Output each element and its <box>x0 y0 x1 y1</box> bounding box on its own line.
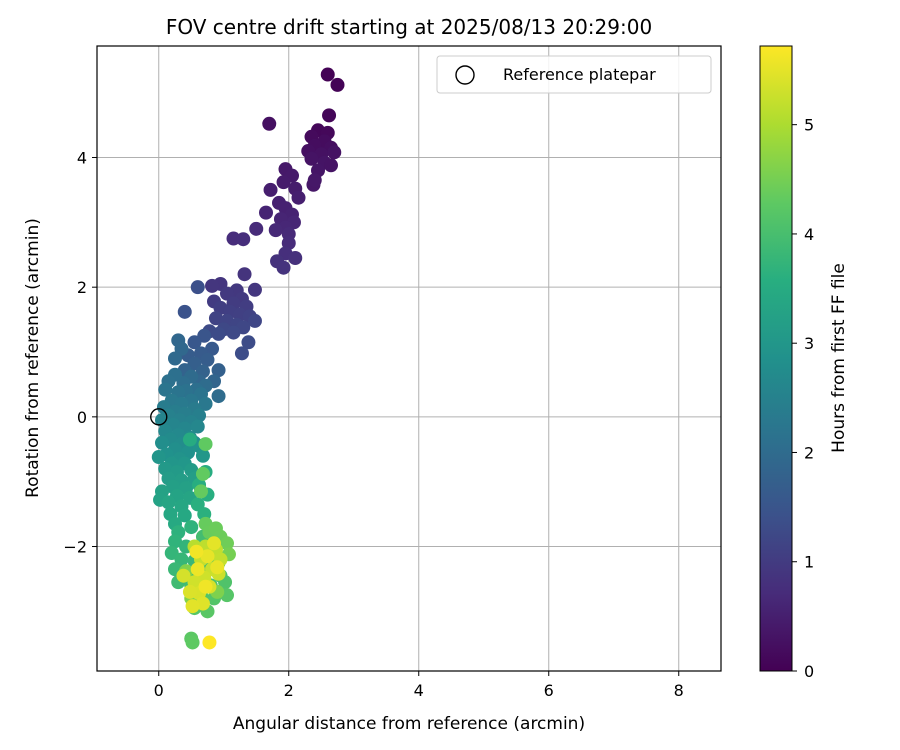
data-point <box>182 584 197 599</box>
data-point <box>205 341 220 356</box>
legend-box <box>436 55 712 94</box>
colorbar-ticks: 0 1 2 3 4 5 <box>792 116 814 681</box>
data-point <box>322 108 337 123</box>
data-point <box>237 267 252 282</box>
x-tick-label: 2 <box>284 681 294 700</box>
y-tick-label: −2 <box>63 538 87 557</box>
data-point <box>226 325 241 340</box>
data-point <box>198 396 213 411</box>
colorbar-tick-label: 1 <box>804 553 814 572</box>
x-axis-ticks: 0 2 4 6 8 <box>154 671 684 700</box>
data-point <box>158 382 173 397</box>
data-point <box>234 346 249 361</box>
data-point <box>151 450 166 465</box>
colorbar-gradient <box>760 46 792 671</box>
data-point <box>247 282 262 297</box>
data-point <box>263 182 278 197</box>
data-point <box>187 335 202 350</box>
data-point <box>182 432 197 447</box>
y-tick-label: 2 <box>77 278 87 297</box>
data-point <box>259 205 273 220</box>
data-point <box>185 635 200 650</box>
y-tick-label: 0 <box>77 408 87 427</box>
data-point <box>241 335 256 350</box>
data-point <box>194 484 208 499</box>
data-point <box>205 278 220 293</box>
colorbar-tick-label: 0 <box>804 662 814 681</box>
data-point <box>276 175 291 190</box>
data-point <box>208 311 223 326</box>
data-point <box>185 599 200 614</box>
data-point <box>330 77 345 92</box>
data-point <box>190 280 205 295</box>
data-point <box>190 419 205 434</box>
plot-frame <box>96 45 722 672</box>
data-point <box>211 326 226 341</box>
data-point <box>324 158 338 173</box>
data-point <box>189 544 204 559</box>
data-point <box>268 223 283 238</box>
data-point <box>202 635 217 650</box>
data-point <box>288 251 303 266</box>
colorbar-tick-label: 4 <box>804 225 814 244</box>
legend-marker-icon <box>455 65 475 85</box>
data-point <box>176 568 191 583</box>
data-point <box>155 413 169 428</box>
data-point <box>291 190 306 205</box>
data-point <box>327 145 342 160</box>
reference-platepar-marker <box>150 408 168 426</box>
y-axis-ticks: −2 0 2 4 <box>63 149 97 557</box>
data-point <box>155 435 169 450</box>
data-point <box>177 508 192 523</box>
x-tick-label: 8 <box>674 681 684 700</box>
x-axis-label: Angular distance from reference (arcmin) <box>233 714 585 734</box>
x-tick-label: 4 <box>414 681 424 700</box>
data-point <box>195 466 210 481</box>
data-point <box>200 352 215 367</box>
data-point <box>210 560 225 575</box>
data-point <box>190 562 205 577</box>
colorbar: 0 1 2 3 4 5 Hours from first FF file <box>759 45 849 681</box>
x-tick-label: 0 <box>154 681 164 700</box>
colorbar-label: Hours from first FF file <box>829 263 849 453</box>
y-axis-label: Rotation from reference (arcmin) <box>23 218 43 498</box>
data-point <box>195 448 210 463</box>
data-point <box>184 520 199 535</box>
data-point <box>320 67 335 82</box>
colorbar-frame <box>759 45 793 672</box>
legend: Reference platepar <box>436 55 712 94</box>
data-point <box>177 304 192 319</box>
data-point <box>262 116 277 131</box>
x-tick-label: 6 <box>544 681 554 700</box>
colorbar-tick-label: 5 <box>804 116 814 135</box>
data-point <box>304 151 319 166</box>
data-point <box>249 221 264 236</box>
data-point <box>198 437 213 452</box>
data-point <box>211 389 226 404</box>
data-point <box>307 173 322 188</box>
data-point <box>168 351 182 366</box>
data-point <box>247 313 262 328</box>
y-tick-label: 4 <box>77 149 87 168</box>
data-point <box>220 536 234 551</box>
colorbar-tick-label: 3 <box>804 334 814 353</box>
data-point <box>236 232 251 247</box>
data-point <box>168 534 182 549</box>
data-point <box>198 579 213 594</box>
data-point <box>207 536 221 551</box>
legend-entry-reference: Reference platepar <box>503 65 656 84</box>
scatter-points <box>151 67 345 650</box>
data-point <box>211 363 226 378</box>
data-point <box>276 260 291 275</box>
data-point <box>161 495 176 510</box>
chart-title: FOV centre drift starting at 2025/08/13 … <box>166 15 652 39</box>
data-point <box>200 549 215 564</box>
colorbar-tick-label: 2 <box>804 443 814 462</box>
